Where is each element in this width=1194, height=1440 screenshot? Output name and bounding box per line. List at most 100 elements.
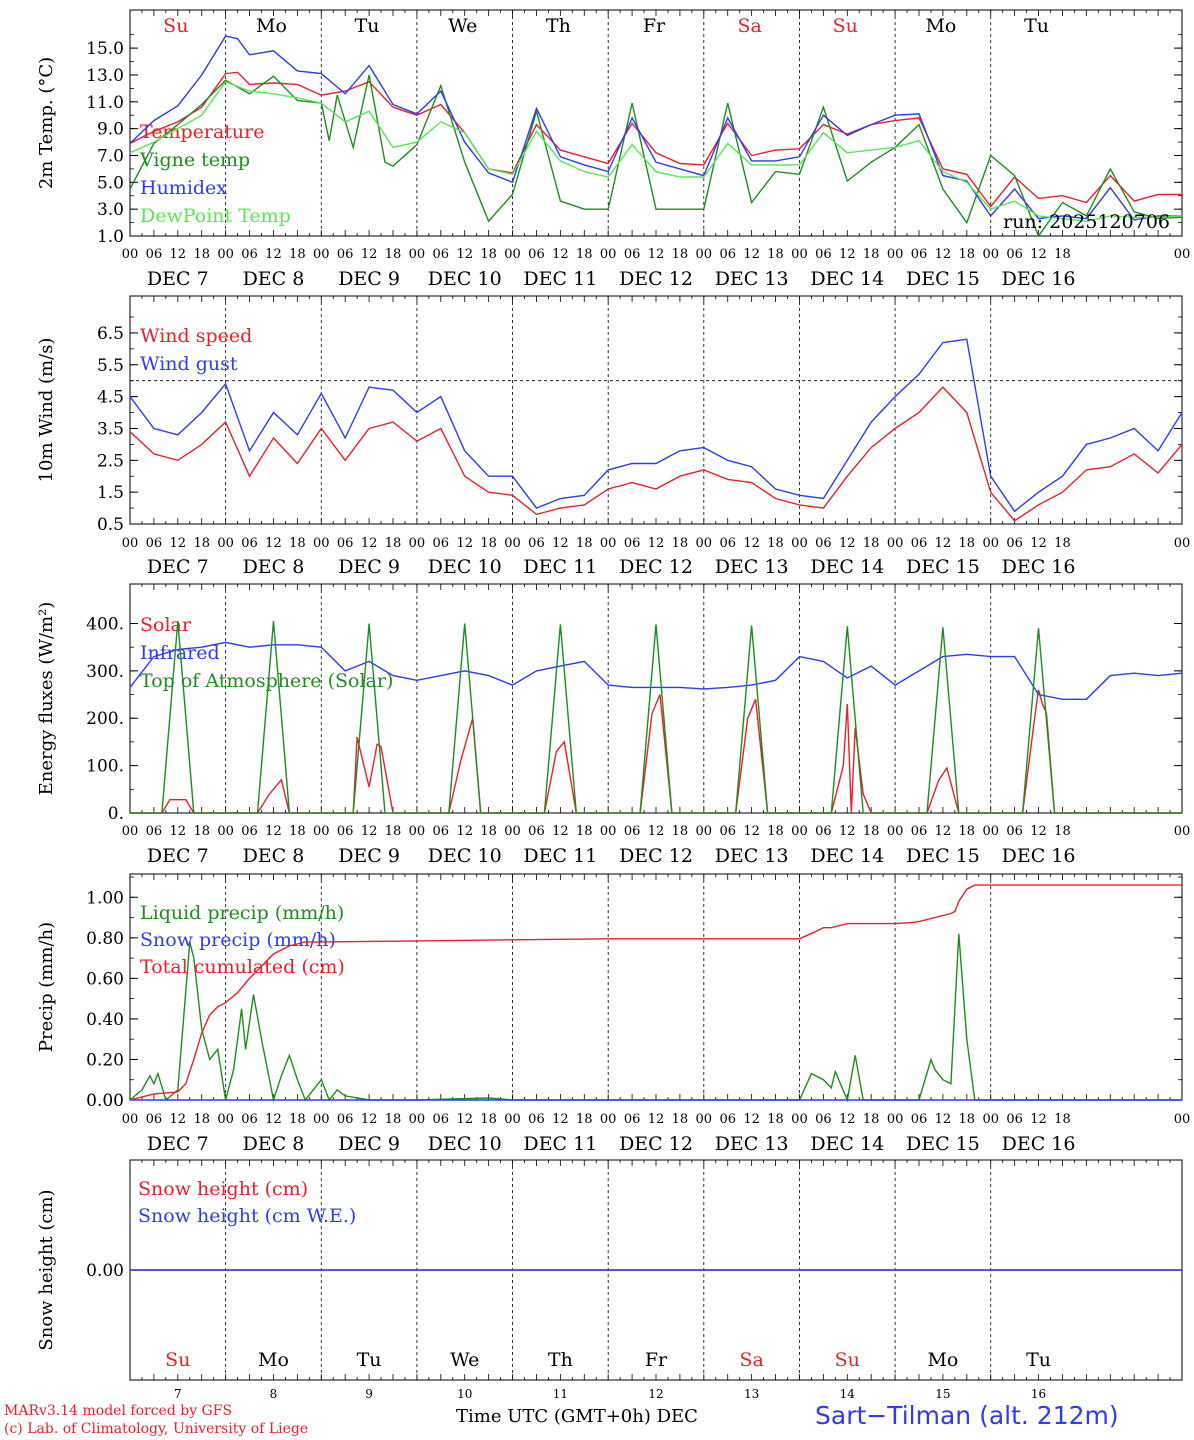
hour-tick-label: 06	[433, 824, 450, 839]
y-tick-label: 3.5	[97, 419, 124, 439]
hour-tick-label: 00	[504, 247, 521, 262]
hour-tick-label: 06	[146, 247, 163, 262]
hour-tick-label: 12	[361, 536, 378, 551]
hour-tick-label: 06	[528, 536, 545, 551]
hour-tick-label: 18	[576, 247, 593, 262]
hour-tick-label: 12	[1030, 536, 1047, 551]
y-tick-label: 3.0	[97, 200, 124, 220]
hour-tick-label: 00	[791, 536, 808, 551]
hour-tick-label: 12	[170, 824, 187, 839]
legend-entry: Liquid precip (mm/h)	[140, 902, 344, 924]
hour-tick-label: 12	[456, 247, 473, 262]
hour-tick-label: 06	[433, 247, 450, 262]
date-label: DEC 16	[1002, 268, 1076, 290]
hour-tick-label: 00	[122, 247, 139, 262]
weekday-label: Mo	[258, 1349, 289, 1371]
panel-4: 1.00 0.80 0.60 0.40 0.20 0.00 Precip (mm/h) Liq…	[36, 873, 1190, 1155]
hour-tick-label: 00	[887, 536, 904, 551]
y-tick-label: 0.5	[97, 515, 124, 535]
hour-tick-label: 12	[743, 824, 760, 839]
hour-tick-label: 06	[624, 247, 641, 262]
hour-tick-label: 06	[719, 247, 736, 262]
series-humidex	[129, 35, 1182, 221]
hour-tick-label: 06	[815, 1112, 832, 1127]
hour-tick-label: 18	[863, 824, 880, 839]
hour-tick-label: 18	[576, 1112, 593, 1127]
hour-tick-label: 00	[1174, 824, 1191, 839]
date-label: DEC 14	[810, 556, 884, 578]
y-tick-label: 0.40	[86, 1010, 124, 1030]
hour-tick-label: 00	[791, 1112, 808, 1127]
hour-tick-label: 12	[648, 824, 665, 839]
hour-tick-label: 00	[696, 824, 713, 839]
hour-tick-label: 06	[146, 536, 163, 551]
hour-tick-label: 00	[122, 536, 139, 551]
hour-tick-label: 00	[313, 247, 330, 262]
hour-tick-label: 06	[911, 1112, 928, 1127]
hour-tick-label: 00	[504, 824, 521, 839]
y-axis-label: Energy fluxes (W/m²)	[36, 602, 57, 796]
hour-tick-label: 12	[552, 247, 569, 262]
hour-tick-label: 18	[289, 1112, 306, 1127]
hour-tick-label: 00	[504, 1112, 521, 1127]
date-label: DEC 16	[1002, 556, 1076, 578]
hour-tick-label: 06	[1006, 1112, 1023, 1127]
hour-tick-label: 18	[385, 1112, 402, 1127]
hour-tick-label: 00	[217, 536, 234, 551]
legend-entry: Snow precip (mm/h)	[140, 929, 336, 951]
weekday-label: Sa	[737, 15, 761, 37]
y-tick-label: 13.0	[86, 66, 124, 86]
hour-tick-label: 18	[863, 247, 880, 262]
date-label: DEC 11	[523, 1133, 597, 1155]
weekday-label: Th	[546, 15, 571, 37]
date-label: DEC 12	[619, 556, 693, 578]
weekday-label: Mo	[927, 1349, 958, 1371]
series-dewpoint-temp	[129, 80, 1183, 222]
hour-tick-label: 06	[433, 1112, 450, 1127]
series-wind-gust	[129, 338, 1183, 513]
hour-tick-label: 18	[672, 1112, 689, 1127]
date-label: DEC 9	[338, 1133, 400, 1155]
date-label: DEC 11	[523, 556, 597, 578]
weekday-label: Su	[835, 1349, 860, 1371]
hour-tick-label: 06	[624, 536, 641, 551]
day-number-label: 12	[648, 1387, 663, 1401]
hour-tick-label: 06	[719, 536, 736, 551]
panel-1: 15.0 13.0 11.0 9.0 7.0 5.0 3.0 1.0 2m Temp. (°C)…	[36, 9, 1190, 290]
hour-tick-label: 00	[982, 536, 999, 551]
date-label: DEC 8	[243, 268, 305, 290]
hour-tick-label: 12	[839, 247, 856, 262]
weekday-label: Mo	[256, 15, 287, 37]
hour-tick-label: 12	[456, 824, 473, 839]
date-label: DEC 7	[147, 845, 209, 867]
date-label: DEC 9	[338, 556, 400, 578]
date-label: DEC 16	[1002, 845, 1076, 867]
y-tick-label: 1.00	[86, 888, 124, 908]
hour-tick-label: 06	[337, 536, 354, 551]
hour-tick-label: 12	[648, 536, 665, 551]
day-number-label: 14	[840, 1387, 856, 1401]
hour-tick-label: 18	[385, 247, 402, 262]
date-label: DEC 10	[428, 556, 502, 578]
y-tick-label: 6.5	[97, 324, 124, 344]
hour-tick-label: 18	[672, 247, 689, 262]
hour-tick-label: 18	[385, 536, 402, 551]
hour-tick-label: 00	[122, 824, 139, 839]
hour-tick-label: 00	[600, 1112, 617, 1127]
series-total-cumulated-cm	[129, 884, 1182, 1101]
y-tick-label: 1.5	[97, 483, 124, 503]
hour-tick-label: 12	[743, 247, 760, 262]
hour-tick-label: 00	[696, 247, 713, 262]
hour-tick-label: 18	[767, 824, 784, 839]
y-tick-label: 0.80	[86, 929, 124, 949]
hour-tick-label: 18	[1054, 536, 1071, 551]
weekday-label: Fr	[645, 1349, 668, 1371]
weekday-label: We	[448, 15, 477, 37]
hour-tick-label: 06	[911, 824, 928, 839]
hour-tick-label: 06	[528, 824, 545, 839]
y-axis-label: Precip (mm/h)	[36, 922, 57, 1052]
date-label: DEC 10	[428, 268, 502, 290]
legend-entry: Total cumulated (cm)	[140, 956, 345, 978]
hour-tick-label: 06	[241, 824, 258, 839]
